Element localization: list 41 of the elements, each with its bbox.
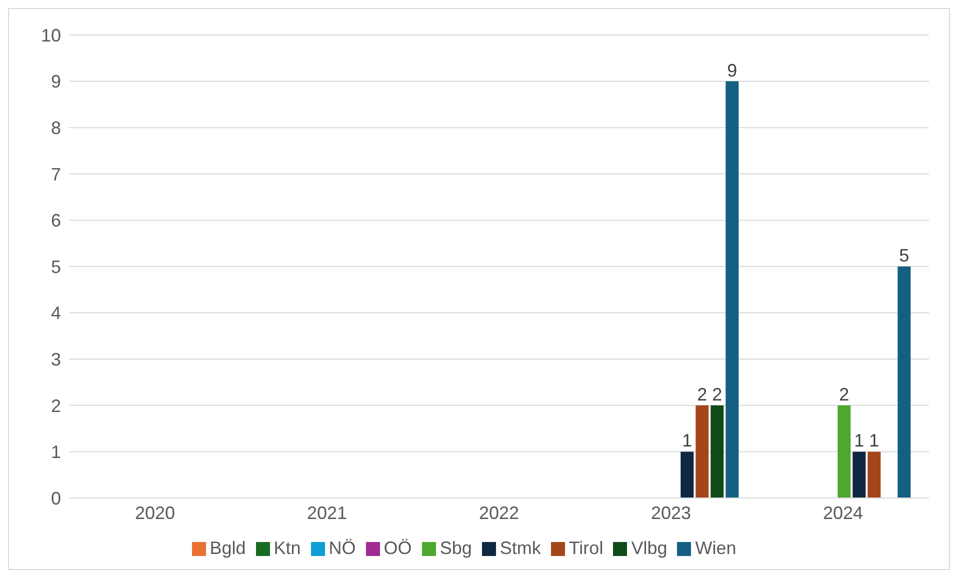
data-label: 1 xyxy=(869,430,880,451)
y-tick-label: 8 xyxy=(50,118,61,138)
legend-label: Bgld xyxy=(210,538,246,558)
data-label: 5 xyxy=(899,246,910,266)
x-tick-label: 2024 xyxy=(822,502,864,523)
bar xyxy=(838,405,851,498)
legend-label: Stmk xyxy=(500,538,541,558)
y-tick-label: 4 xyxy=(50,303,61,324)
bar xyxy=(696,405,709,498)
y-tick-label: 1 xyxy=(50,442,61,462)
y-tick-label: 7 xyxy=(50,164,61,184)
data-label: 1 xyxy=(682,430,692,451)
bar xyxy=(726,81,739,498)
legend-label: OÖ xyxy=(384,538,412,558)
bar xyxy=(710,405,724,498)
x-tick-label: 2021 xyxy=(306,502,348,523)
y-tick-label: 6 xyxy=(50,210,61,231)
x-tick-label: 2022 xyxy=(478,502,520,523)
bar xyxy=(898,266,911,498)
data-label: 1 xyxy=(854,430,864,451)
data-label: 2 xyxy=(839,384,850,404)
legend-label: Sbg xyxy=(440,538,472,558)
legend-label: Wien xyxy=(695,538,736,558)
y-tick-label: 0 xyxy=(50,488,61,508)
x-tick-label: 2023 xyxy=(650,502,692,523)
data-label: 2 xyxy=(697,384,708,404)
legend-label: Ktn xyxy=(274,538,301,558)
data-label: 9 xyxy=(727,60,738,80)
y-tick-label: 5 xyxy=(50,256,61,277)
x-tick-label: 2020 xyxy=(134,502,176,523)
y-tick-label: 3 xyxy=(50,349,61,370)
data-label: 2 xyxy=(712,384,722,404)
bar xyxy=(868,452,881,498)
bar xyxy=(680,452,694,498)
y-tick-label: 2 xyxy=(50,396,61,416)
y-tick-label: 10 xyxy=(40,25,61,46)
bar xyxy=(852,452,866,498)
legend-label: NÖ xyxy=(328,538,356,558)
legend-label: Tirol xyxy=(568,538,604,558)
y-tick-label: 9 xyxy=(50,72,61,92)
legend-label: Vlbg xyxy=(631,538,668,558)
